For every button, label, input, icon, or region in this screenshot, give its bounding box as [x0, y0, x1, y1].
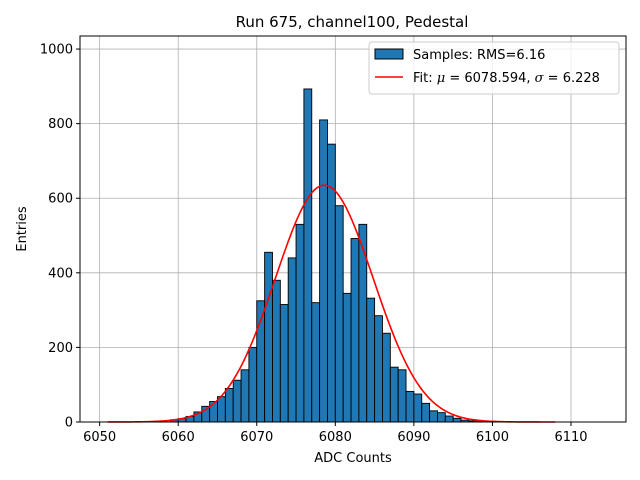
legend-mu-symbol: μ [437, 71, 445, 86]
y-tick-label: 400 [48, 266, 73, 281]
histogram-bar [264, 251, 273, 423]
histogram-bars [169, 88, 493, 423]
histogram-bar [405, 390, 415, 423]
legend: Samples: RMS=6.16 Fit: μ = 6078.594, σ =… [368, 41, 620, 95]
gaussian-fit-curve [107, 184, 556, 423]
histogram-bar [334, 205, 344, 423]
histogram-bar [374, 315, 383, 423]
histogram-bar [413, 393, 423, 423]
y-tick-label: 800 [48, 117, 73, 132]
histogram-bar [319, 119, 328, 423]
histogram-bar [287, 257, 297, 423]
histogram-bar [389, 366, 399, 423]
legend-box [368, 41, 620, 95]
y-tick-label: 1000 [40, 43, 73, 58]
legend-mu-value: = 6078.594, [445, 71, 534, 86]
y-tick-label: 600 [48, 192, 73, 207]
x-tick-label: 6050 [83, 430, 116, 445]
x-tick-label: 6110 [554, 430, 587, 445]
legend-fit-prefix: Fit: [413, 71, 437, 86]
x-tick-label: 6090 [397, 430, 430, 445]
histogram-bar [452, 417, 462, 423]
histogram-bar [295, 223, 305, 423]
histogram-bar [248, 346, 258, 423]
histogram-bar [240, 369, 250, 423]
y-axis-ticks: 0 200 400 600 800 1000 [40, 43, 80, 431]
chart-title: Run 675, channel100, Pedestal [236, 13, 469, 31]
legend-sigma-value: = 6.228 [544, 71, 600, 86]
x-axis-title: ADC Counts [314, 451, 392, 466]
x-tick-label: 6100 [476, 430, 509, 445]
plot-frame [79, 35, 627, 423]
x-axis-ticks: 6050 6060 6070 6080 6090 6100 6110 [83, 422, 588, 445]
histogram-bar [437, 412, 446, 423]
histogram-bar [429, 410, 438, 423]
legend-label-fit: Fit: μ = 6078.594, σ = 6.228 [413, 71, 600, 86]
x-tick-label: 6070 [240, 430, 273, 445]
histogram-bar [224, 387, 234, 423]
histogram-bar [382, 332, 391, 423]
y-axis-title: Entries [15, 206, 30, 252]
x-tick-label: 6060 [162, 430, 195, 445]
histogram-bar [279, 304, 289, 423]
histogram-bar [444, 415, 454, 423]
histogram-bar [303, 88, 313, 423]
histogram-bar [350, 238, 360, 423]
x-tick-label: 6080 [319, 430, 352, 445]
legend-sigma-symbol: σ [535, 71, 545, 86]
histogram-bar [232, 379, 242, 423]
y-tick-label: 200 [48, 341, 73, 356]
histogram-bar [217, 396, 226, 423]
histogram-bar [311, 302, 321, 423]
legend-bar-swatch [374, 48, 404, 60]
histogram-bar [397, 369, 407, 423]
y-tick-label: 0 [65, 416, 73, 431]
histogram-bar [366, 297, 376, 423]
histogram-bar [272, 279, 281, 423]
histogram-bar [421, 402, 431, 423]
histogram-bar [342, 292, 352, 423]
legend-label-samples: Samples: RMS=6.16 [413, 48, 545, 63]
